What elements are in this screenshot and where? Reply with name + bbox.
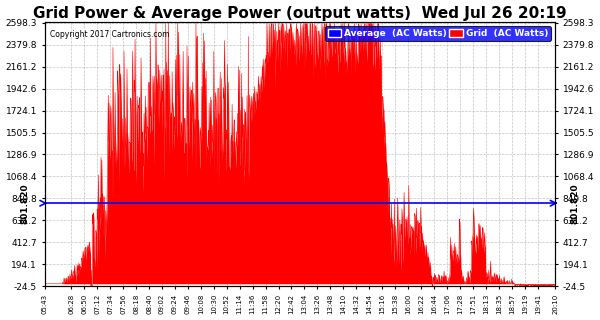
Text: Copyright 2017 Cartronics.com: Copyright 2017 Cartronics.com [50, 30, 169, 39]
Legend: Average  (AC Watts), Grid  (AC Watts): Average (AC Watts), Grid (AC Watts) [325, 26, 551, 41]
Text: 801.820: 801.820 [571, 183, 580, 224]
Text: 801.820: 801.820 [20, 183, 29, 224]
Title: Grid Power & Average Power (output watts)  Wed Jul 26 20:19: Grid Power & Average Power (output watts… [33, 5, 567, 20]
